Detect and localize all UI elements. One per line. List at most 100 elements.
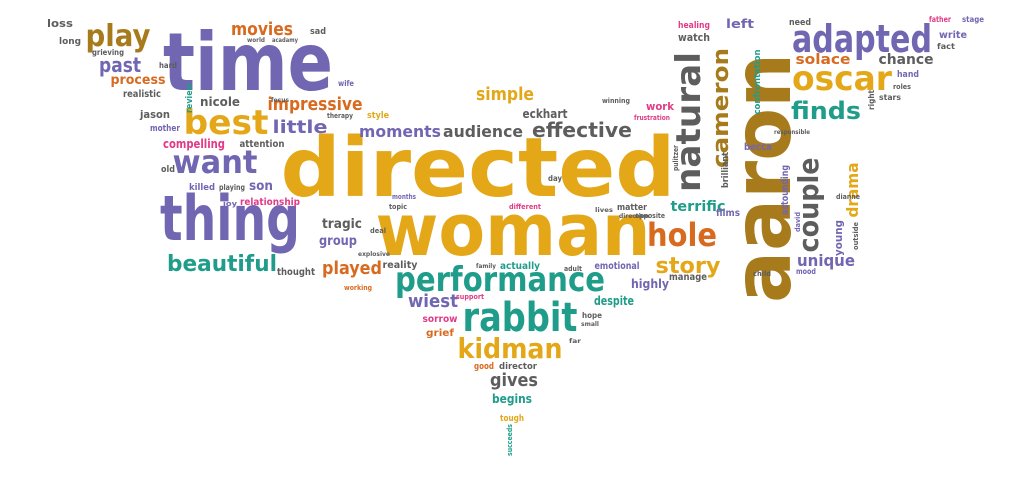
word-unique: unique: [797, 251, 855, 270]
word-frustration: frustration: [634, 114, 670, 122]
word-far: far: [569, 338, 581, 345]
word-audience: audience: [443, 122, 523, 141]
word-hand: hand: [897, 70, 919, 80]
word-finds: finds: [791, 97, 861, 125]
word-rabbit: rabbit: [463, 295, 578, 341]
word-group: group: [319, 234, 357, 249]
word-good: good: [474, 362, 494, 372]
word-left: left: [726, 17, 754, 31]
word-stage: stage: [962, 15, 984, 24]
word-months: months: [392, 193, 416, 201]
word-style: style: [367, 111, 389, 121]
word-impressive: impressive: [268, 94, 363, 115]
word-wiest: wiest: [408, 291, 458, 312]
word-emotional: emotional: [595, 261, 640, 272]
word-explosive: explosive: [358, 251, 390, 258]
word-movies: movies: [231, 19, 293, 40]
word-drama: drama: [843, 163, 862, 218]
word-gives: gives: [490, 370, 538, 391]
word-therapy: therapy: [327, 112, 353, 120]
word-old: old: [161, 165, 175, 175]
word-adapted: adapted: [792, 17, 932, 61]
word-jason: jason: [139, 108, 170, 121]
word-sad: sad: [310, 27, 326, 37]
word-healing: healing: [678, 21, 710, 31]
word-adult: adult: [564, 265, 583, 273]
word-played: played: [322, 258, 382, 279]
word-best: best: [184, 103, 269, 143]
word-hard: hard: [159, 61, 177, 70]
word-little: little: [273, 117, 328, 138]
word-brilliant: brilliant: [721, 151, 731, 188]
word-realistic: realistic: [123, 89, 161, 100]
word-tough: tough: [500, 414, 524, 424]
word-grief: grief: [426, 328, 455, 339]
word-grieving: grieving: [92, 48, 124, 57]
word-winning: winning: [602, 97, 630, 105]
word-small: small: [581, 321, 599, 328]
word-child: child: [753, 270, 771, 278]
word-responsible: responsible: [774, 129, 810, 136]
word-son: son: [249, 179, 273, 194]
word-thing: thing: [160, 182, 300, 255]
word-father: father: [929, 15, 951, 24]
word-wife: wife: [338, 79, 354, 88]
word-deal: deal: [370, 227, 386, 235]
word-performance: performance: [395, 260, 605, 300]
word-right: right: [867, 90, 876, 110]
word-process: process: [111, 73, 166, 88]
word-solace: solace: [796, 52, 851, 68]
word-chance: chance: [879, 52, 934, 68]
word-watch: watch: [678, 31, 710, 44]
word-couple: couple: [792, 158, 825, 253]
word-outside: outside: [852, 222, 860, 250]
word-working: working: [344, 284, 372, 292]
word-effective: effective: [532, 118, 632, 142]
word-thought: thought: [277, 267, 315, 278]
word-oscar: oscar: [792, 59, 892, 99]
word-despite: despite: [594, 294, 634, 308]
word-pulitzer: pulitzer: [672, 145, 680, 171]
word-mood: mood: [796, 267, 816, 276]
word-director: director: [499, 362, 538, 372]
word-natural: natural: [669, 52, 709, 192]
word-day: day: [548, 174, 563, 183]
word-highly: highly: [631, 277, 669, 291]
word-stars: stars: [879, 93, 901, 102]
word-films: films: [716, 208, 740, 219]
word-world: world: [247, 37, 265, 44]
word-cameron: cameron: [709, 48, 734, 168]
word-joy: joy: [222, 200, 238, 208]
word-tragic: tragic: [322, 217, 362, 232]
word-aaron: aaron: [716, 53, 809, 303]
word-story: story: [656, 254, 721, 279]
word-actually: actually: [500, 261, 540, 272]
word-write: write: [939, 30, 967, 41]
word-reality: reality: [383, 260, 418, 271]
word-topic: topic: [389, 203, 407, 211]
word-woman: woman: [376, 188, 651, 272]
word-succeeds: succeeds: [506, 424, 514, 456]
word-matter: matter: [617, 203, 647, 213]
word-astounding: astounding: [780, 165, 791, 215]
word-simple: simple: [476, 84, 534, 105]
word-killed: killed: [189, 183, 215, 193]
word-hope: hope: [582, 311, 603, 320]
word-work: work: [646, 100, 675, 113]
word-lives: lives: [595, 207, 613, 214]
word-past: past: [99, 53, 141, 77]
word-moments: moments: [359, 122, 441, 141]
word-roles: roles: [893, 83, 911, 91]
word-attention: attention: [240, 139, 285, 150]
word-loss: loss: [47, 17, 73, 30]
word-young: young: [832, 220, 845, 256]
word-family: family: [476, 263, 496, 270]
word-need: need: [789, 18, 811, 28]
word-confrontation: confrontation: [753, 50, 763, 115]
word-want: want: [173, 143, 258, 181]
word-dianne: dianne: [836, 193, 860, 201]
word-nicole: nicole: [200, 95, 240, 109]
word-terrific: terrific: [671, 199, 726, 215]
word-playing: playing: [219, 183, 245, 192]
